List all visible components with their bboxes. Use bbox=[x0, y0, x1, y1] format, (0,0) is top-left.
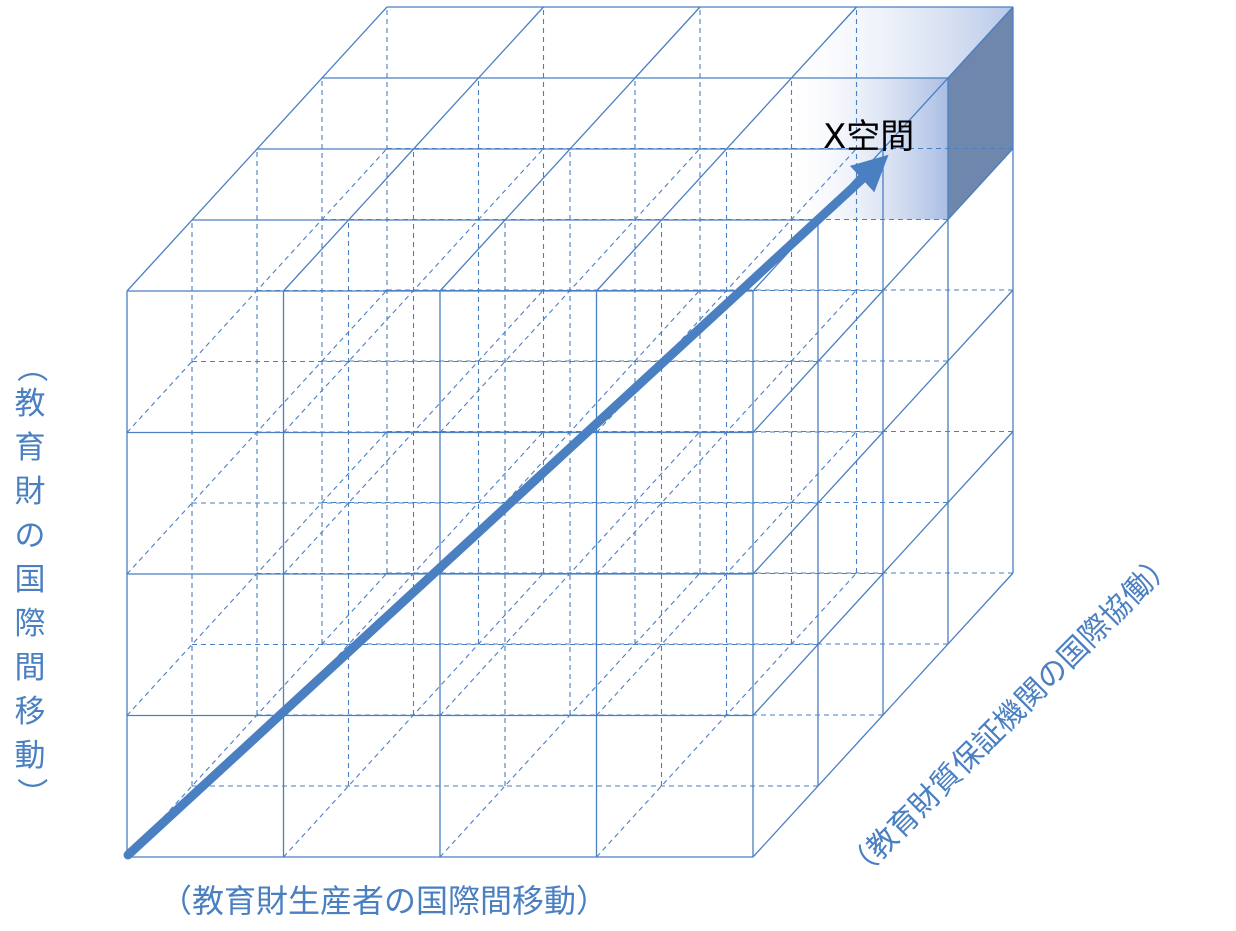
y-axis-label-char: の bbox=[14, 518, 46, 554]
y-axis-label-char: 移 bbox=[14, 694, 46, 730]
grid-line bbox=[752, 431, 1014, 716]
y-axis-label-char: （ bbox=[12, 351, 48, 383]
grid-line bbox=[752, 289, 1014, 575]
grid-line bbox=[752, 148, 1014, 433]
grid-line bbox=[126, 6, 388, 292]
y-axis-label-char: 財 bbox=[14, 474, 46, 510]
y-axis-label-char: 際 bbox=[14, 606, 46, 642]
grid-visible-lines bbox=[126, 6, 1014, 858]
y-axis-label-char: 育 bbox=[14, 430, 46, 466]
highlight-side-face bbox=[948, 7, 1013, 220]
highlight-top-face bbox=[791, 7, 1013, 78]
grid-line bbox=[439, 6, 701, 292]
y-axis-label-char: 動 bbox=[14, 738, 46, 774]
y-axis-label-char: 国 bbox=[14, 562, 46, 598]
y-axis-label-char: 間 bbox=[14, 650, 46, 686]
y-axis-label: （教育財の国際間移動） bbox=[6, 351, 54, 809]
x-space-label: X空間 bbox=[823, 117, 914, 157]
z-axis-label: （教育財質保証機関の国際協働） bbox=[839, 545, 1182, 888]
grid-line bbox=[283, 6, 544, 292]
y-axis-label-char: 教 bbox=[14, 386, 46, 422]
grid-line bbox=[752, 572, 1014, 858]
x-axis-label: （教育財生産者の国際間移動） bbox=[160, 882, 608, 920]
grid-line bbox=[596, 6, 857, 292]
x-space-highlight-cell bbox=[791, 7, 1013, 220]
diagonal-arrow bbox=[123, 154, 889, 860]
y-axis-label-char: ） bbox=[12, 777, 48, 809]
